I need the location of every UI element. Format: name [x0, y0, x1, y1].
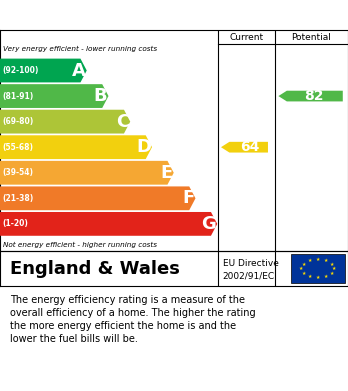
Text: (39-54): (39-54): [3, 168, 34, 177]
Text: (69-80): (69-80): [3, 117, 34, 126]
Text: ★: ★: [301, 271, 306, 276]
Text: The energy efficiency rating is a measure of the
overall efficiency of a home. T: The energy efficiency rating is a measur…: [10, 294, 256, 344]
Polygon shape: [0, 187, 196, 210]
Text: ★: ★: [307, 274, 312, 279]
Text: D: D: [136, 138, 151, 156]
Text: C: C: [116, 113, 129, 131]
Text: 64: 64: [240, 140, 259, 154]
Text: ★: ★: [315, 257, 320, 262]
Text: ★: ★: [323, 274, 328, 279]
Text: E: E: [160, 164, 173, 182]
Bar: [291, 254, 345, 283]
Text: F: F: [182, 189, 195, 207]
Text: ★: ★: [307, 258, 312, 264]
Text: B: B: [94, 87, 108, 105]
Text: (81-91): (81-91): [3, 91, 34, 100]
Polygon shape: [0, 110, 130, 134]
Text: Energy Efficiency Rating: Energy Efficiency Rating: [10, 7, 220, 23]
Text: England & Wales: England & Wales: [10, 260, 180, 278]
Text: 2002/91/EC: 2002/91/EC: [223, 271, 275, 280]
Text: Very energy efficient - lower running costs: Very energy efficient - lower running co…: [3, 46, 158, 52]
Polygon shape: [0, 161, 174, 185]
Polygon shape: [0, 84, 109, 108]
Polygon shape: [0, 212, 217, 236]
Polygon shape: [0, 59, 87, 83]
Text: ★: ★: [301, 262, 306, 267]
Text: ★: ★: [329, 262, 334, 267]
Polygon shape: [278, 91, 343, 101]
Text: G: G: [201, 215, 216, 233]
Text: ★: ★: [329, 271, 334, 276]
Text: (21-38): (21-38): [3, 194, 34, 203]
Text: (55-68): (55-68): [3, 143, 34, 152]
Text: (92-100): (92-100): [3, 66, 39, 75]
Text: Not energy efficient - higher running costs: Not energy efficient - higher running co…: [3, 242, 158, 248]
Text: ★: ★: [332, 266, 336, 271]
Text: (1-20): (1-20): [3, 219, 29, 228]
Text: Potential: Potential: [292, 33, 331, 42]
Text: ★: ★: [299, 266, 303, 271]
Text: Current: Current: [229, 33, 263, 42]
Text: A: A: [72, 61, 86, 79]
Text: 82: 82: [304, 89, 324, 103]
Text: EU Directive: EU Directive: [223, 259, 279, 268]
Polygon shape: [221, 142, 268, 152]
Text: ★: ★: [323, 258, 328, 264]
Polygon shape: [0, 135, 152, 159]
Text: ★: ★: [315, 275, 320, 280]
